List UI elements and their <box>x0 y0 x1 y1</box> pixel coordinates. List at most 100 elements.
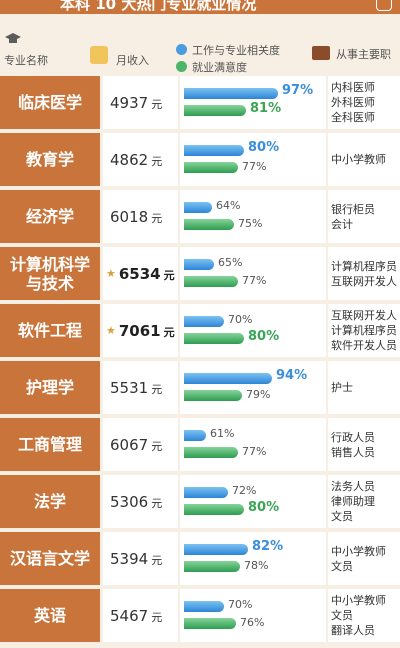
bars-cell: 80% 77% <box>180 133 326 186</box>
jobs-list: 行政人员 销售人员 <box>331 418 400 471</box>
income-value: 5531 元 <box>110 379 162 397</box>
satisfaction-legend-dot <box>176 61 187 72</box>
satisfaction-pct: 78% <box>244 559 269 572</box>
jobs-list: 互联网开发人 计算机程序员 软件开发人员 <box>331 304 400 357</box>
jobs-list: 中小学教师 文员 <box>331 532 400 585</box>
income-value: 7061 元 <box>119 322 175 340</box>
major-name-cell: 工商管理 <box>0 418 100 471</box>
income-value: 5467 元 <box>110 607 162 625</box>
relevance-bar <box>184 373 272 384</box>
relevance-bar <box>184 316 224 327</box>
jobs-cell: 银行柜员 会计 <box>328 190 400 243</box>
income-unit: 元 <box>151 211 163 225</box>
income-unit: 元 <box>151 553 163 567</box>
major-name: 软件工程 <box>17 321 82 340</box>
header-major-label: 专业名称 <box>4 54 48 67</box>
table-row: 软件工程 ★ 7061 元 70% 80% 互联网开发人 计算机程序员 软件开发人员 <box>0 304 400 357</box>
income-unit: 元 <box>151 382 163 396</box>
income-unit: 元 <box>151 439 163 453</box>
major-name: 英语 <box>33 606 66 625</box>
major-name: 护理学 <box>25 378 74 397</box>
income-cell: 5467 元 <box>103 589 178 642</box>
major-name-cell: 临床医学 <box>0 76 100 129</box>
relevance-bar <box>184 259 214 270</box>
bars-cell: 82% 78% <box>180 532 326 585</box>
jobs-list: 护士 <box>331 361 400 414</box>
relevance-pct: 70% <box>228 313 253 326</box>
table-row: 临床医学 4937 元 97% 81% 内科医师 外科医师 全科医师 <box>0 76 400 129</box>
satisfaction-pct: 77% <box>242 445 267 458</box>
satisfaction-bar <box>184 105 246 116</box>
income-number: 6534 <box>118 264 161 283</box>
relevance-bar <box>184 487 228 498</box>
major-name-cell: 教育学 <box>0 133 100 186</box>
jobs-list: 内科医师 外科医师 全科医师 <box>331 76 400 129</box>
job-item: 销售人员 <box>331 445 375 459</box>
satisfaction-pct: 75% <box>238 217 263 230</box>
jobs-list: 银行柜员 会计 <box>331 190 400 243</box>
major-name: 计算机科学 与技术 <box>9 254 90 293</box>
job-item: 全科医师 <box>331 111 375 124</box>
major-name-cell: 经济学 <box>0 190 100 243</box>
satisfaction-pct: 77% <box>242 160 267 173</box>
income-cell: ★ 6534 元 <box>103 247 178 300</box>
header-bars: 工作与专业相关度 就业满意度 <box>176 28 326 74</box>
income-number: 5394 <box>110 549 149 568</box>
job-item: 行政人员 <box>331 430 375 444</box>
table-row: 工商管理 6067 元 61% 77% 行政人员 销售人员 <box>0 418 400 471</box>
job-item: 中小学教师 <box>331 594 386 607</box>
jobs-cell: 中小学教师 <box>328 133 400 186</box>
major-name-cell: 护理学 <box>0 361 100 414</box>
job-item: 银行柜员 <box>331 202 375 216</box>
jobs-cell: 行政人员 销售人员 <box>328 418 400 471</box>
banner-icon <box>376 0 392 11</box>
major-name: 汉语言文学 <box>9 549 90 568</box>
page-title: 本科 10 大热门专业就业情况 <box>60 0 257 13</box>
income-value: 4937 元 <box>110 94 162 112</box>
income-cell: 6018 元 <box>103 190 178 243</box>
job-item: 文员 <box>331 609 353 622</box>
graduation-cap-icon <box>5 33 21 43</box>
income-cell: 4862 元 <box>103 133 178 186</box>
income-cell: 5394 元 <box>103 532 178 585</box>
income-cell: ★ 7061 元 <box>103 304 178 357</box>
satisfaction-bar <box>184 162 238 173</box>
relevance-pct: 64% <box>216 199 241 212</box>
job-item: 文员 <box>331 559 353 573</box>
job-item: 翻译人员 <box>331 624 375 637</box>
table-row: 法学 5306 元 72% 80% 法务人员 律师助理 文员 <box>0 475 400 528</box>
income-number: 4937 <box>110 93 149 112</box>
major-name-cell: 英语 <box>0 589 100 642</box>
header-income: 月收入 <box>88 28 178 72</box>
table-row: 英语 5467 元 70% 76% 中小学教师文员翻译人员 <box>0 589 400 642</box>
income-value: 5394 元 <box>110 550 162 568</box>
income-number: 6067 <box>110 435 149 454</box>
income-cell: 5306 元 <box>103 475 178 528</box>
jobs-list: 计算机程序员 互联网开发人 <box>331 247 400 300</box>
relevance-bar <box>184 202 212 213</box>
star-icon: ★ <box>106 324 116 337</box>
job-item: 互联网开发人 <box>331 309 397 322</box>
satisfaction-bar <box>184 561 240 572</box>
relevance-legend-dot <box>176 44 187 55</box>
major-name-cell: 汉语言文学 <box>0 532 100 585</box>
jobs-cell: 计算机程序员 互联网开发人 <box>328 247 400 300</box>
relevance-pct: 61% <box>210 427 235 440</box>
income-number: 6018 <box>110 207 149 226</box>
job-item: 法务人员 <box>331 480 375 493</box>
income-unit: 元 <box>151 97 163 111</box>
relevance-bar <box>184 544 248 555</box>
bars-cell: 70% 76% <box>180 589 326 642</box>
job-item: 软件开发人员 <box>331 339 397 352</box>
major-name-cell: 计算机科学 与技术 <box>0 247 100 300</box>
satisfaction-pct: 81% <box>250 101 282 116</box>
relevance-pct: 70% <box>228 598 253 611</box>
income-value: 4862 元 <box>110 151 162 169</box>
jobs-list: 中小学教师 <box>331 133 400 186</box>
header-jobs-label: 从事主要职 <box>336 48 391 61</box>
jobs-cell: 中小学教师 文员 <box>328 532 400 585</box>
job-item: 会计 <box>331 217 353 231</box>
bars-cell: 65% 77% <box>180 247 326 300</box>
income-unit: 元 <box>151 610 163 624</box>
relevance-pct: 94% <box>276 368 308 383</box>
